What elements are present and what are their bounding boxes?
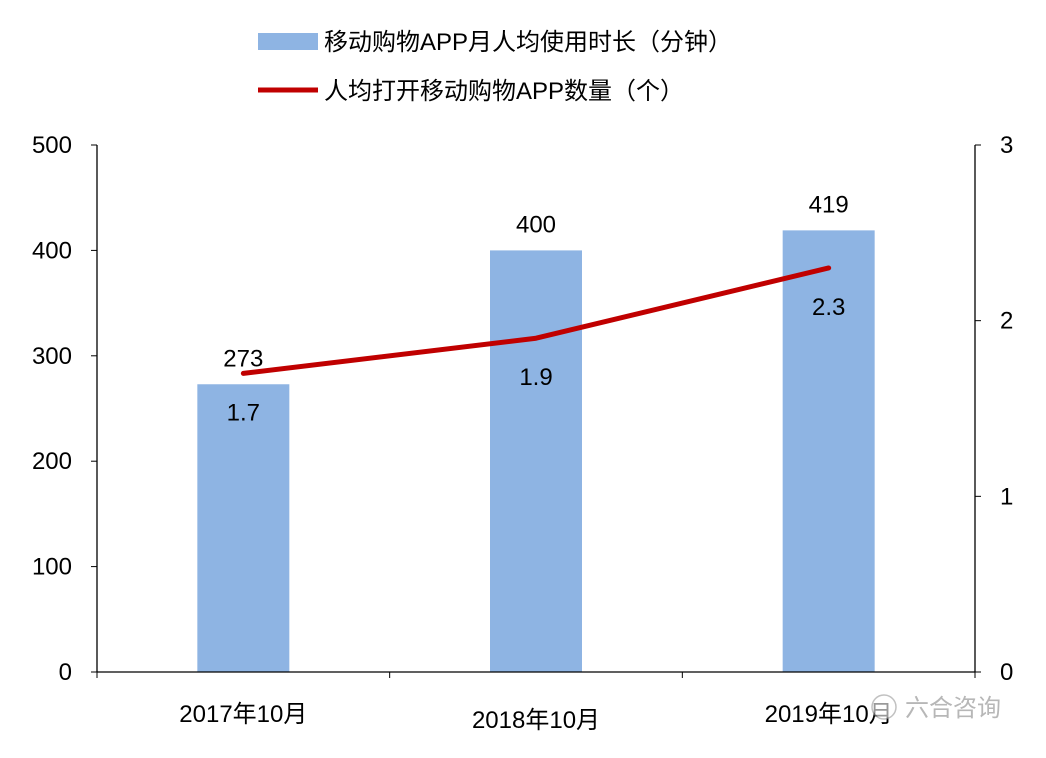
line-series: [240, 265, 832, 376]
left-tick-label: 100: [32, 554, 72, 581]
bar-data-label: 400: [516, 211, 556, 238]
bar: [490, 250, 582, 672]
right-tick-label: 2: [1000, 308, 1013, 335]
bar: [782, 230, 875, 672]
left-tick-label: 200: [32, 448, 72, 475]
bar-data-label: 273: [223, 345, 263, 372]
left-tick-label: 0: [59, 659, 72, 686]
left-tick-label: 300: [32, 343, 72, 370]
line-data-label: 1.9: [519, 364, 552, 391]
x-tick-label: 2017年10月: [179, 701, 307, 728]
bar: [197, 384, 290, 672]
left-tick-label: 400: [32, 237, 72, 264]
bar-data-label: 419: [809, 191, 849, 218]
line-data-label: 2.3: [812, 294, 845, 321]
legend-line-label: 人均打开移动购物APP数量（个）: [324, 78, 684, 105]
wechat-icon: [871, 694, 897, 720]
right-tick-label: 3: [1000, 132, 1013, 159]
x-tick-label: 2018年10月: [472, 707, 600, 734]
left-tick-label: 500: [32, 132, 72, 159]
watermark: 六合咨询: [871, 694, 1001, 722]
legend-bar-swatch: [258, 33, 318, 50]
right-tick-label: 0: [1000, 659, 1013, 686]
legend: 移动购物APP月人均使用时长（分钟） 人均打开移动购物APP数量（个）: [258, 29, 732, 105]
right-tick-label: 1: [1000, 483, 1013, 510]
watermark-text: 六合咨询: [905, 695, 1001, 722]
legend-bar-label: 移动购物APP月人均使用时长（分钟）: [324, 29, 732, 56]
line-data-label: 1.7: [227, 399, 260, 426]
